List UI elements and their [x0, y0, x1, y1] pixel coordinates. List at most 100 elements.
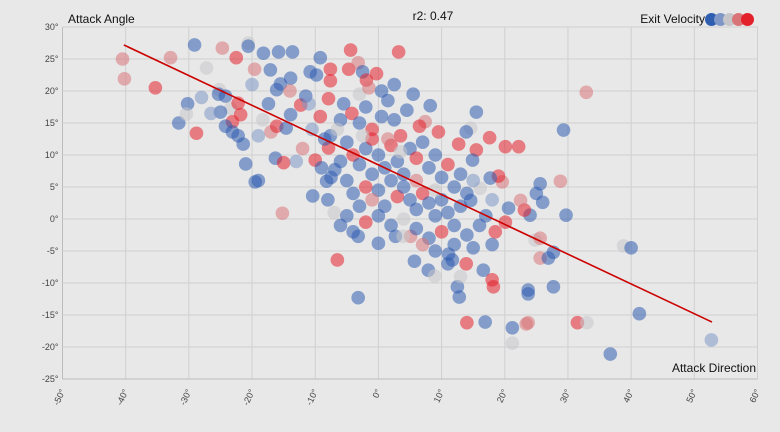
data-point: [434, 170, 449, 185]
data-point: [302, 97, 316, 111]
data-point: [313, 50, 328, 65]
data-point: [469, 143, 484, 157]
data-point: [251, 129, 266, 143]
x-axis-label: Attack Direction: [671, 361, 756, 375]
data-point: [409, 221, 424, 236]
data-point: [466, 173, 480, 188]
data-point: [441, 205, 455, 220]
data-point: [189, 126, 204, 141]
x-axis-ticks: -50° -40° -30° -20° -10° 0° 10° 20° 30° 40° 50° 60°: [51, 387, 762, 407]
data-point: [409, 202, 424, 217]
x-tick-label: -50°: [51, 387, 67, 407]
data-points: [115, 36, 719, 361]
y-tick-label: -25°: [42, 374, 59, 384]
data-point: [441, 157, 455, 172]
data-point: [309, 68, 324, 82]
y-tick-label: 20°: [45, 86, 59, 96]
x-tick-label: 60°: [747, 387, 762, 404]
x-tick-label: 50°: [684, 387, 699, 404]
data-point: [352, 199, 367, 213]
data-point: [255, 113, 270, 127]
data-point: [624, 241, 638, 255]
data-point: [352, 116, 367, 130]
data-point: [423, 98, 438, 113]
data-point: [273, 77, 288, 91]
x-tick-label: -10°: [304, 387, 320, 407]
data-point: [251, 173, 266, 188]
data-point: [323, 62, 338, 77]
data-point: [323, 73, 338, 88]
data-point: [236, 137, 250, 151]
data-point: [238, 157, 253, 171]
y-axis-ticks: 30° 25° 20° 15° 10° 5° 0° -5° -10° -15° -20° -25°: [42, 22, 59, 384]
data-point: [521, 283, 535, 297]
data-point: [704, 333, 719, 347]
data-point: [422, 196, 436, 210]
legend-swatch: [741, 12, 754, 26]
data-point: [358, 215, 373, 229]
data-point: [358, 141, 373, 156]
data-point: [498, 139, 513, 154]
data-point: [453, 269, 468, 284]
data-point: [427, 269, 442, 283]
data-point: [371, 183, 386, 197]
data-point: [488, 225, 503, 239]
data-point: [533, 231, 547, 245]
y-axis-label: Attack Angle: [68, 12, 135, 26]
data-point: [148, 81, 163, 95]
data-point: [371, 148, 386, 162]
data-point: [393, 129, 408, 143]
data-point: [229, 50, 244, 65]
data-point: [453, 167, 468, 181]
data-point: [204, 106, 218, 121]
data-point: [283, 84, 297, 98]
data-point: [485, 237, 499, 252]
data-point: [371, 236, 386, 251]
data-point: [483, 171, 498, 185]
data-point: [215, 41, 230, 55]
data-point: [327, 205, 341, 220]
data-point: [485, 193, 499, 207]
data-point: [285, 45, 300, 59]
data-point: [362, 81, 376, 95]
data-point: [256, 46, 271, 61]
data-point: [346, 225, 360, 239]
data-point: [261, 97, 276, 111]
data-point: [447, 237, 462, 252]
y-tick-label: -5°: [47, 246, 59, 256]
data-point: [409, 151, 424, 165]
y-tick-label: -20°: [42, 342, 59, 352]
data-point: [117, 72, 132, 86]
data-point: [283, 71, 298, 85]
data-point: [434, 225, 449, 239]
y-tick-label: 10°: [45, 150, 59, 160]
data-point: [387, 113, 402, 127]
data-point: [412, 119, 427, 133]
data-point: [275, 206, 290, 221]
data-point: [365, 167, 379, 181]
data-point: [559, 208, 573, 222]
data-point: [415, 186, 430, 201]
data-point: [422, 161, 436, 175]
data-point: [390, 189, 405, 204]
data-point: [271, 45, 286, 59]
data-point: [546, 280, 561, 294]
x-tick-label: 30°: [558, 387, 573, 404]
legend-color-scale: [705, 12, 754, 26]
data-point: [330, 122, 345, 137]
data-point: [199, 61, 214, 75]
data-point: [233, 107, 248, 122]
data-point: [529, 186, 544, 201]
data-point: [400, 103, 414, 117]
y-tick-label: 25°: [45, 54, 59, 64]
data-point: [513, 193, 528, 208]
data-point: [352, 157, 367, 172]
data-point: [465, 153, 480, 167]
data-point: [460, 186, 474, 201]
data-point: [541, 251, 556, 265]
data-point: [476, 263, 491, 278]
data-point: [333, 218, 348, 233]
data-point: [447, 218, 462, 233]
data-point: [355, 129, 370, 143]
chart-title: r2: 0.47: [412, 9, 454, 23]
